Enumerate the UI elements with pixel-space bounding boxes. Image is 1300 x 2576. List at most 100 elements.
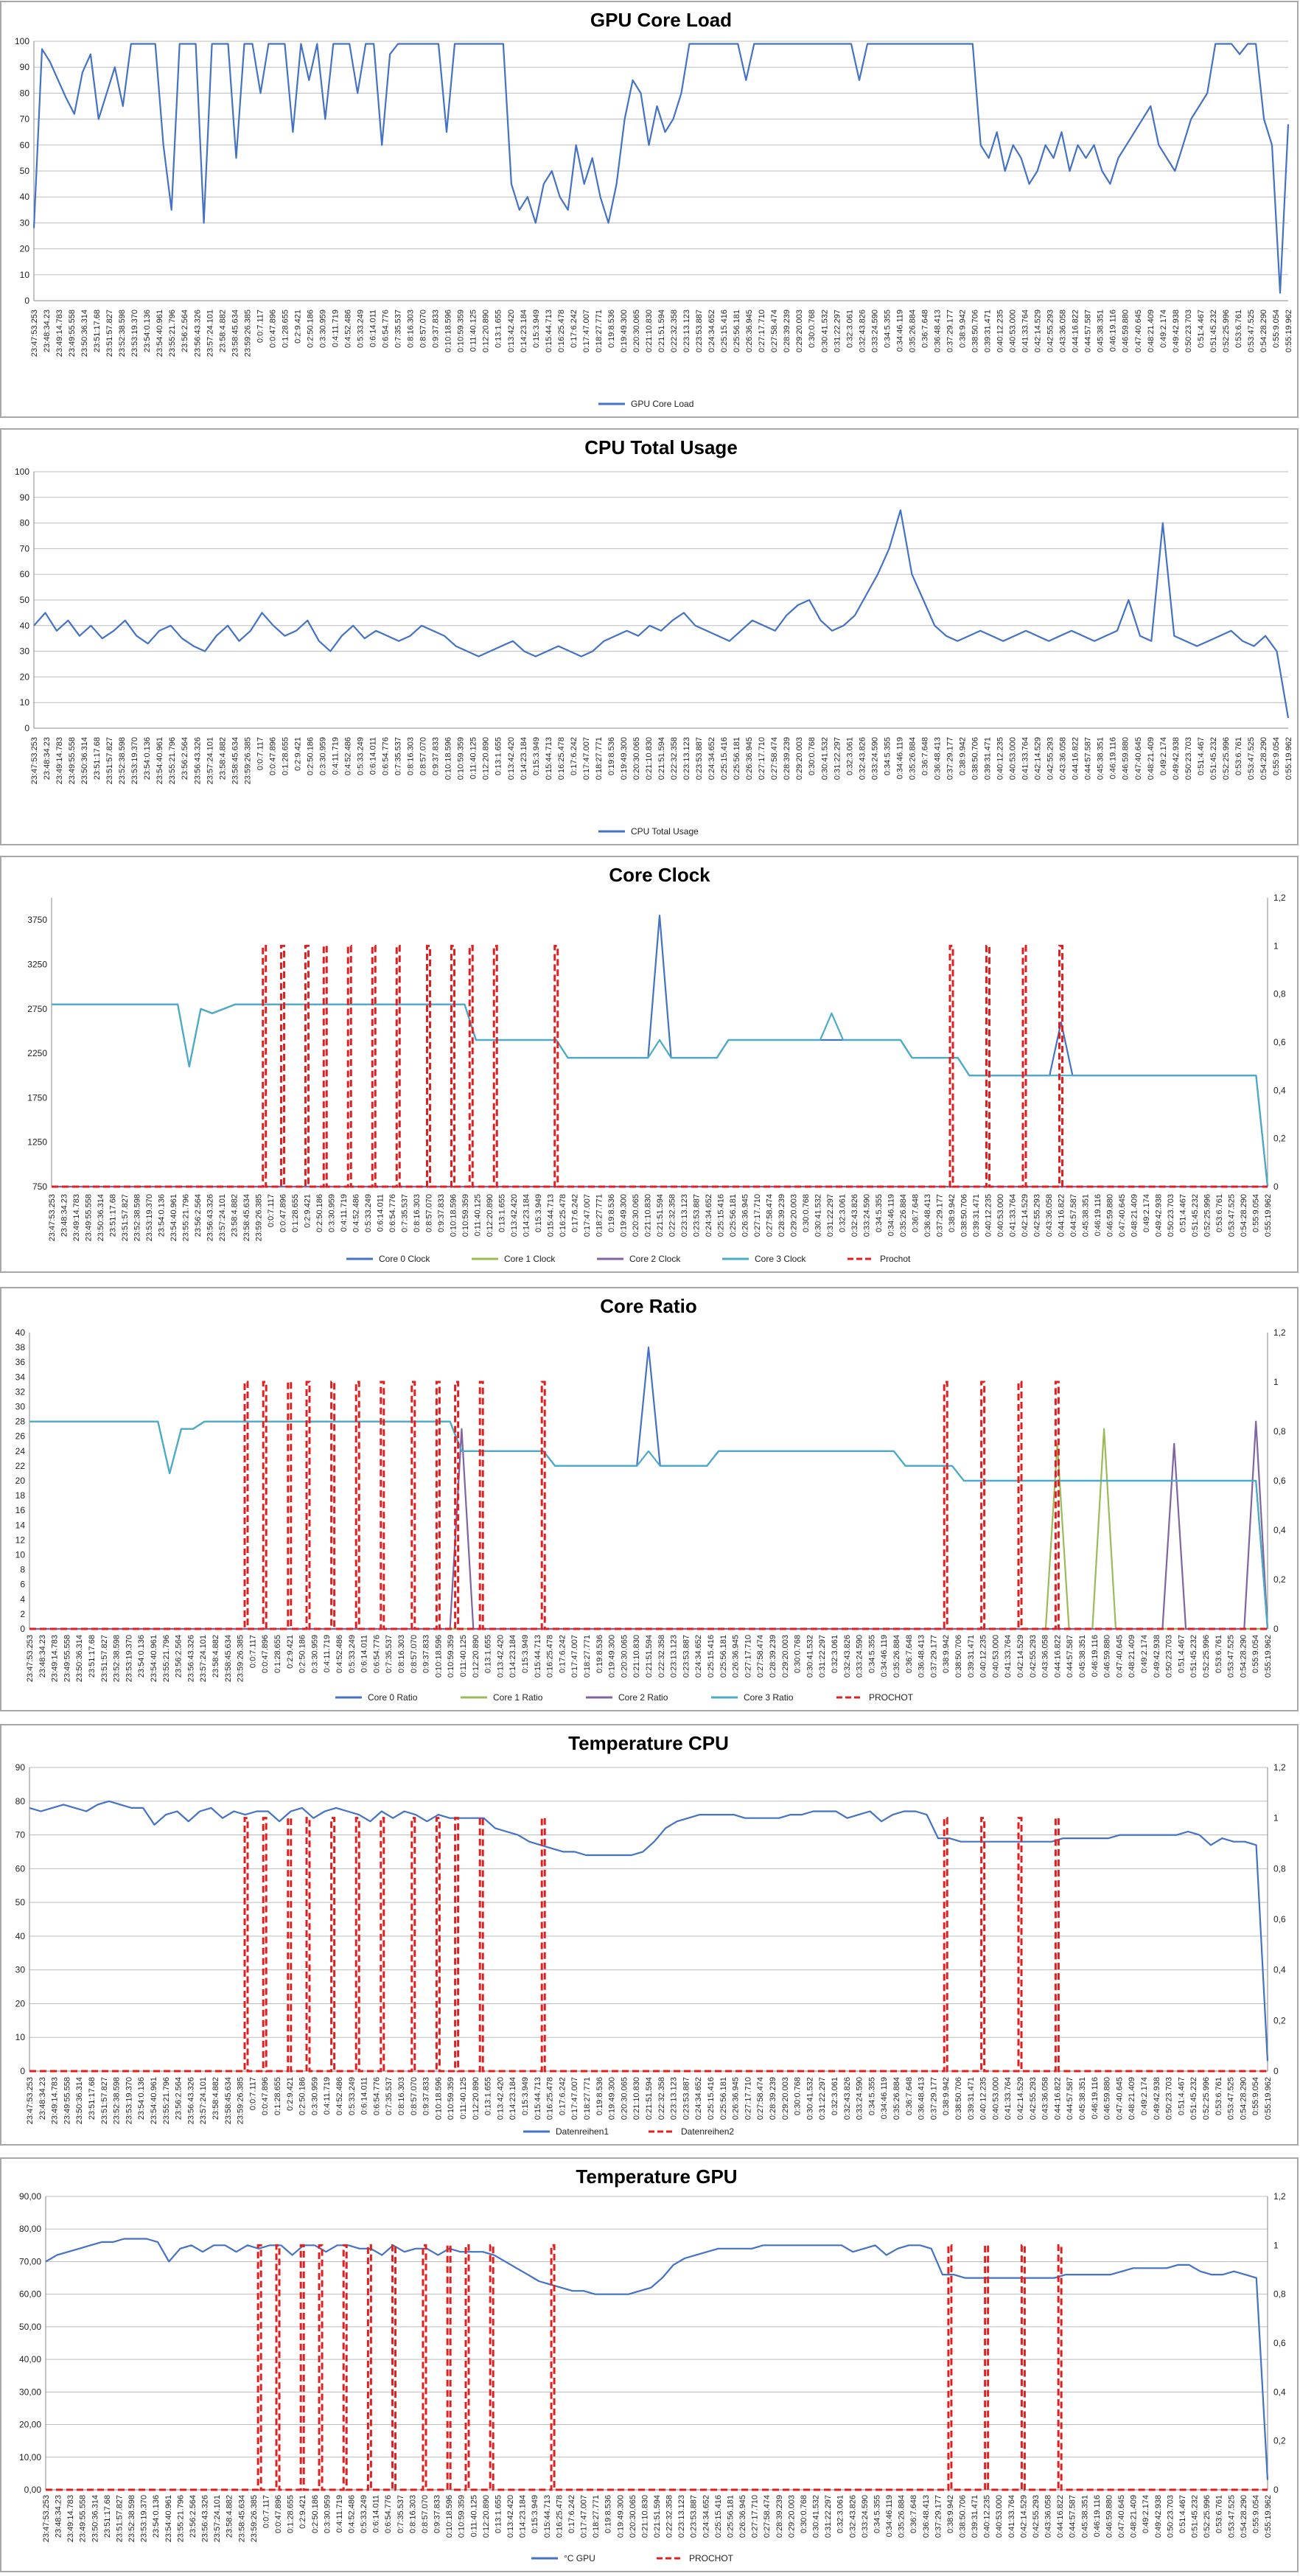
x-tick-label: 0:30:41.532 [820, 737, 829, 780]
chart-panel [0, 856, 1299, 1273]
x-tick-label: 0:24:34.652 [707, 310, 716, 352]
x-tick-label: 0:2:9.421 [286, 2077, 295, 2111]
x-tick-label: 0:41:33.764 [1021, 310, 1030, 352]
x-tick-label: 0:25:15.416 [707, 2077, 716, 2120]
x-tick-label: 0:21:10.830 [645, 310, 654, 352]
x-tick-label: 0:51:4.467 [1197, 737, 1206, 775]
x-tick-label: 23:57:24.101 [199, 1635, 208, 1682]
x-tick-label: 0:55:9.054 [1252, 1194, 1261, 1232]
x-tick-label: 23:47:53.253 [26, 2077, 35, 2124]
x-tick-label: 23:56:2.564 [181, 737, 189, 780]
x-tick-label: 23:56:43.326 [193, 310, 202, 357]
x-tick-label: 0:36:7.648 [912, 1194, 920, 1232]
x-tick-label: 0:20:30.065 [620, 1635, 629, 1678]
x-tick-label: 0:18:27.771 [595, 737, 604, 780]
x-tick-label: 0:32:3.061 [831, 1635, 839, 1673]
x-tick-label: 0:47:40.645 [1115, 2077, 1124, 2120]
x-tick-label: 0:17:47.007 [570, 1635, 579, 1678]
x-tick-label: 0:24:34.652 [705, 1194, 713, 1237]
x-tick-label: 0:12:20.890 [472, 2077, 480, 2120]
x-tick-label: 23:51:57.827 [105, 310, 114, 357]
x-tick-label: 0:13:42.420 [507, 310, 516, 352]
x-tick-label: 0:6:54.776 [372, 2077, 381, 2115]
x-tick-label: 0:51:4.467 [1197, 310, 1206, 348]
x-tick-label: 0:5:33.249 [360, 2495, 368, 2533]
x-tick-label: 0:23:13.123 [670, 2077, 679, 2120]
y-tick-label: 50,00 [19, 2322, 41, 2332]
x-tick-label: 0:51:45.232 [1191, 1194, 1200, 1237]
x-tick-label: 0:51:45.232 [1209, 737, 1218, 780]
y-tick-label: 100 [15, 467, 29, 477]
x-tick-label: 0:23:13.123 [670, 1635, 679, 1678]
legend-item: CPU Total Usage [598, 826, 699, 837]
x-tick-label: 23:52:38.598 [113, 1635, 122, 1682]
x-tick-label: 0:1:28.655 [281, 310, 290, 348]
x-tick-label: 0:44:16.822 [1058, 1194, 1066, 1237]
x-tick-label: 23:52:38.598 [133, 1194, 142, 1241]
x-tick-label: 0:49:42.938 [1172, 737, 1181, 780]
y-tick-label: 22 [15, 1461, 26, 1471]
y2-tick-label: 1,2 [1273, 893, 1286, 903]
y-tick-label: 0 [24, 296, 29, 306]
x-tick-label: 0:39:31.471 [984, 310, 993, 352]
x-tick-label: 0:55:19.962 [1285, 310, 1293, 352]
x-tick-label: 0:21:10.830 [632, 1635, 641, 1678]
x-tick-label: 0:39:31.471 [967, 2077, 976, 2120]
x-tick-label: 23:58:4.882 [212, 2077, 220, 2120]
x-tick-label: 0:42:14.529 [1016, 1635, 1025, 1678]
x-tick-label: 23:47:53.253 [42, 2495, 51, 2542]
legend-item: PROCHOT [657, 2553, 734, 2563]
chart-panel [0, 1, 1299, 418]
y2-tick-label: 1,2 [1273, 2191, 1286, 2202]
x-tick-label: 0:43:36.058 [1044, 2495, 1053, 2538]
x-tick-label: 0:13:42.420 [506, 2495, 515, 2538]
y-tick-label: 10 [15, 2032, 26, 2042]
x-tick-label: 0:10:59.359 [458, 2495, 466, 2538]
x-tick-label: 23:51:17.68 [88, 1635, 97, 1678]
x-tick-label: 0:54:28.290 [1239, 1635, 1248, 1678]
x-tick-label: 23:56:43.326 [201, 2495, 210, 2542]
y-tick-label: 20 [15, 1998, 26, 2008]
y-tick-label: 30 [20, 646, 30, 657]
x-tick-label: 0:7:35.537 [394, 737, 403, 775]
x-tick-label: 0:31:22.297 [833, 737, 842, 780]
x-tick-label: 0:4:52.486 [348, 2495, 357, 2533]
legend-label: Prochot [880, 1254, 911, 1264]
x-tick-label: 0:42:55.293 [1029, 1635, 1038, 1678]
x-tick-label: 0:21:51.594 [645, 2077, 654, 2120]
y-tick-label: 60 [20, 140, 30, 150]
x-tick-label: 0:6:14.011 [377, 1194, 385, 1232]
x-tick-label: 23:54:0.136 [143, 310, 152, 352]
x-tick-label: 0:49:42.938 [1153, 1635, 1161, 1678]
x-tick-label: 23:54:0.136 [137, 1635, 146, 1678]
x-tick-label: 0:13:42.420 [496, 2077, 505, 2120]
x-tick-label: 23:56:2.564 [175, 2077, 184, 2120]
y-tick-label: 50 [15, 1897, 26, 1907]
x-tick-label: 0:23:53.887 [695, 310, 704, 352]
x-tick-label: 0:55:19.962 [1285, 737, 1293, 780]
y-tick-label: 90 [15, 1762, 26, 1773]
x-tick-label: 0:15:44.713 [534, 2077, 542, 2120]
y-tick-label: 12 [15, 1535, 26, 1545]
x-tick-label: 0:44:16.822 [1072, 310, 1080, 352]
x-tick-label: 0:4:11.719 [323, 1635, 332, 1672]
x-tick-label: 0:37:29.177 [929, 2077, 938, 2120]
x-tick-label: 0:29:20.003 [790, 1194, 799, 1237]
chart-panel [0, 2157, 1299, 2572]
x-tick-label: 23:58:45.634 [224, 1635, 233, 1682]
x-tick-label: 0:37:29.177 [934, 2495, 943, 2538]
x-tick-label: 0:30:41.532 [805, 1635, 814, 1678]
legend-label: Core 0 Ratio [368, 1692, 418, 1703]
x-tick-label: 0:19:49.300 [608, 1635, 617, 1678]
x-tick-label: 0:20:30.065 [629, 2495, 637, 2538]
x-tick-label: 0:8:57.070 [410, 2077, 419, 2115]
legend-label: GPU Core Load [631, 399, 693, 409]
chart-0: GPU Core Load 0 10 20 30 40 50 60 70 80 90 100 23:47… [0, 1, 1299, 418]
x-tick-label: 0:45:38.351 [1097, 737, 1105, 780]
x-tick-label: 23:50:36.314 [91, 2495, 99, 2542]
x-tick-label: 0:40:53.000 [996, 1194, 1005, 1237]
x-tick-label: 0:4:52.486 [352, 1194, 361, 1232]
chart-1: CPU Total Usage 0 10 20 30 40 50 60 70 80 90 100 23:… [0, 428, 1299, 845]
x-tick-label: 0:15:44.713 [545, 737, 553, 780]
